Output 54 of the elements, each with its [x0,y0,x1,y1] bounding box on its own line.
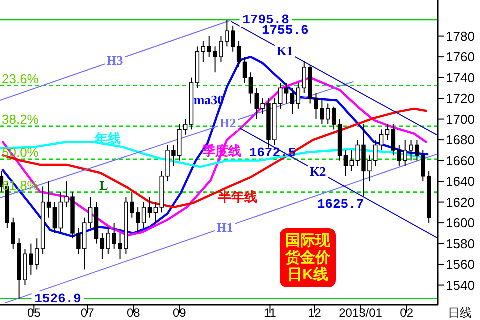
candlestick [148,196,152,218]
x-tick-label: 11 [264,306,277,320]
candlestick [284,82,289,104]
candlestick [46,181,52,218]
candlestick [391,124,396,156]
candlestick [142,202,146,229]
series-label: 年线 [94,131,121,146]
y-tick-label: 1740 [446,70,475,86]
annotation: 23.6% [2,71,40,86]
annotation: 38.2% [2,112,40,127]
series-label: K2 [310,164,326,180]
x-axis-title: 日线 [448,306,472,320]
x-tick-label: 12 [308,306,322,320]
candlestick [136,206,140,234]
y-tick-label: 1620 [446,194,475,210]
candlestick [236,40,242,68]
x-tick-label: 07 [80,306,95,320]
candlestick [385,124,390,141]
y-tick-label: 1680 [446,132,475,148]
y-tick-label: 1580 [446,236,475,252]
candlestick [100,232,105,260]
annotation: 1625.7 [317,196,364,212]
candlestick [248,72,254,104]
y-tick-label: 1780 [446,28,475,44]
y-tick-label: 1540 [446,278,475,293]
series-label: H3 [106,53,124,68]
series-label: K1 [276,44,294,59]
series-label: H1 [216,220,234,235]
x-tick-label: 05 [27,306,42,320]
candlestick [52,202,58,234]
candlestick [242,56,248,84]
line-series [2,108,428,209]
y-tick-label: 1700 [446,112,475,127]
candlestick [379,129,384,151]
x-tick-label: 02 [400,306,414,320]
y-tick-label: 1720 [446,91,475,106]
x-tick-label: 2013/01 [339,306,383,320]
candlestick [344,150,348,177]
annotation: L [100,178,109,193]
candlestick [296,82,301,110]
y-tick-label: 1640 [446,174,475,190]
ref-line-label: 1526.9 [34,291,82,306]
candlestick [88,196,93,229]
series-label: H2 [220,116,236,131]
series-label: 半年线 [218,190,258,205]
x-tick-label: 08 [126,306,141,320]
x-tick-label: 09 [172,306,187,320]
annotation: 国际现货金价日K线 [284,232,332,284]
y-tick-label: 1660 [446,153,475,168]
candlestick [332,106,336,130]
y-tick-label: 1560 [446,257,475,272]
y-tick-label: 1600 [446,216,475,231]
y-tick-label: 1760 [446,50,475,65]
candlestick [290,88,295,115]
